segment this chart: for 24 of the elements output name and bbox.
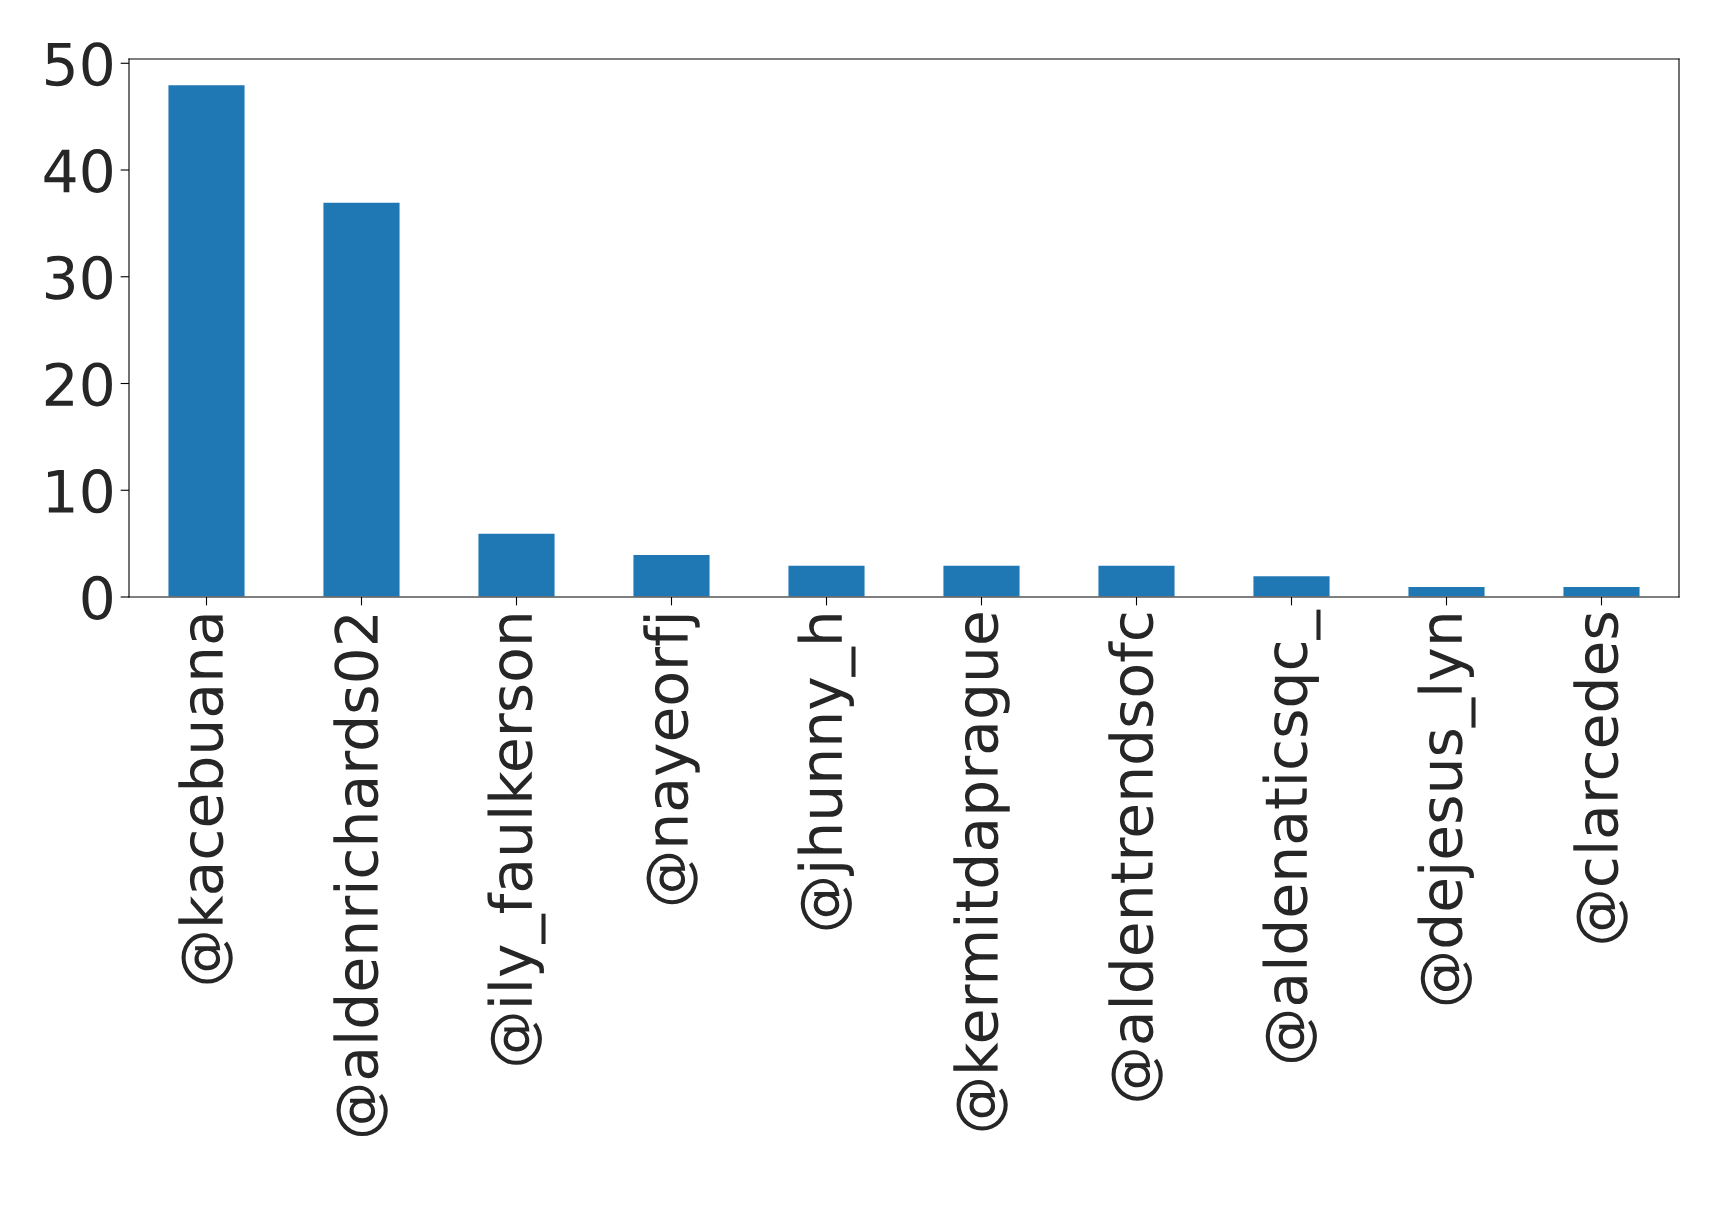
y-tick-label: 20	[45, 362, 112, 407]
y-tick-label: 50	[46, 42, 112, 87]
x-tick-label: @clarcedes	[1573, 613, 1628, 943]
x-tick-label: @kacebuana	[178, 615, 233, 984]
x-tick-label: @aldenrichards02	[333, 616, 388, 1137]
bar	[632, 553, 711, 597]
bar	[322, 201, 401, 597]
x-tick-label: @ily_faulkerson	[487, 615, 546, 1065]
x-tick-label: @aldenaticsqc_	[1262, 609, 1321, 1063]
y-tick-label: 30	[46, 255, 112, 300]
x-tick-label: @aldentrendsofc	[1108, 613, 1163, 1101]
x-tick-label: @nayeorfj	[643, 615, 700, 905]
bar	[167, 83, 246, 597]
x-tick-label: @kermitdaprague	[953, 613, 1010, 1131]
bar	[477, 532, 556, 597]
y-tick-label: 0	[82, 575, 112, 620]
bar	[1097, 564, 1176, 597]
y-tick-label: 40	[44, 148, 112, 194]
y-tick-label: 10	[47, 469, 112, 514]
bar	[1252, 574, 1331, 597]
x-tick-label: @jhunny_h	[797, 615, 856, 930]
bar	[787, 564, 866, 597]
bar	[942, 564, 1021, 597]
x-tick-label: @dejesus_lyn	[1417, 615, 1476, 1005]
